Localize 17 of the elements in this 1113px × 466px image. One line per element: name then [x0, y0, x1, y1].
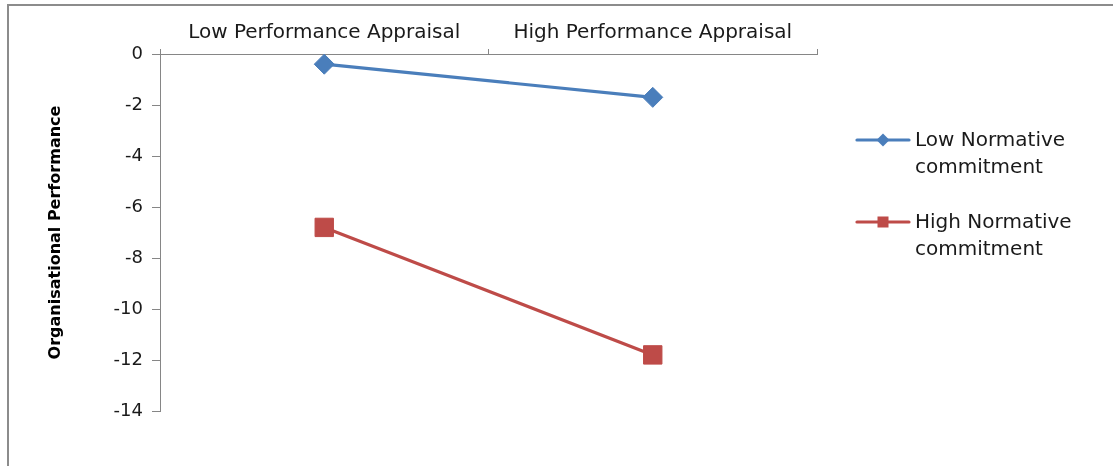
y-tick-label: -10	[113, 296, 143, 318]
x-tick-label: Low Performance Appraisal	[188, 19, 461, 44]
y-tick-label: 0	[131, 41, 143, 63]
point	[313, 54, 335, 75]
y-tick-label: -6	[125, 194, 143, 216]
point	[642, 86, 664, 108]
y-tick-label: -4	[125, 143, 143, 165]
y-axis-title: Organisational Performance	[44, 105, 64, 360]
y-tick-label: -2	[125, 92, 143, 114]
legend-label: High Normative commitment	[915, 208, 1073, 262]
x-tick-label: High Performance Appraisal	[513, 19, 793, 44]
legend-label: Low Normative commitment	[915, 126, 1067, 180]
point	[643, 345, 663, 365]
y-tick-label: -14	[113, 398, 143, 420]
point	[314, 217, 334, 238]
y-tick-label: -12	[113, 347, 143, 369]
y-tick-label: -8	[125, 245, 143, 267]
